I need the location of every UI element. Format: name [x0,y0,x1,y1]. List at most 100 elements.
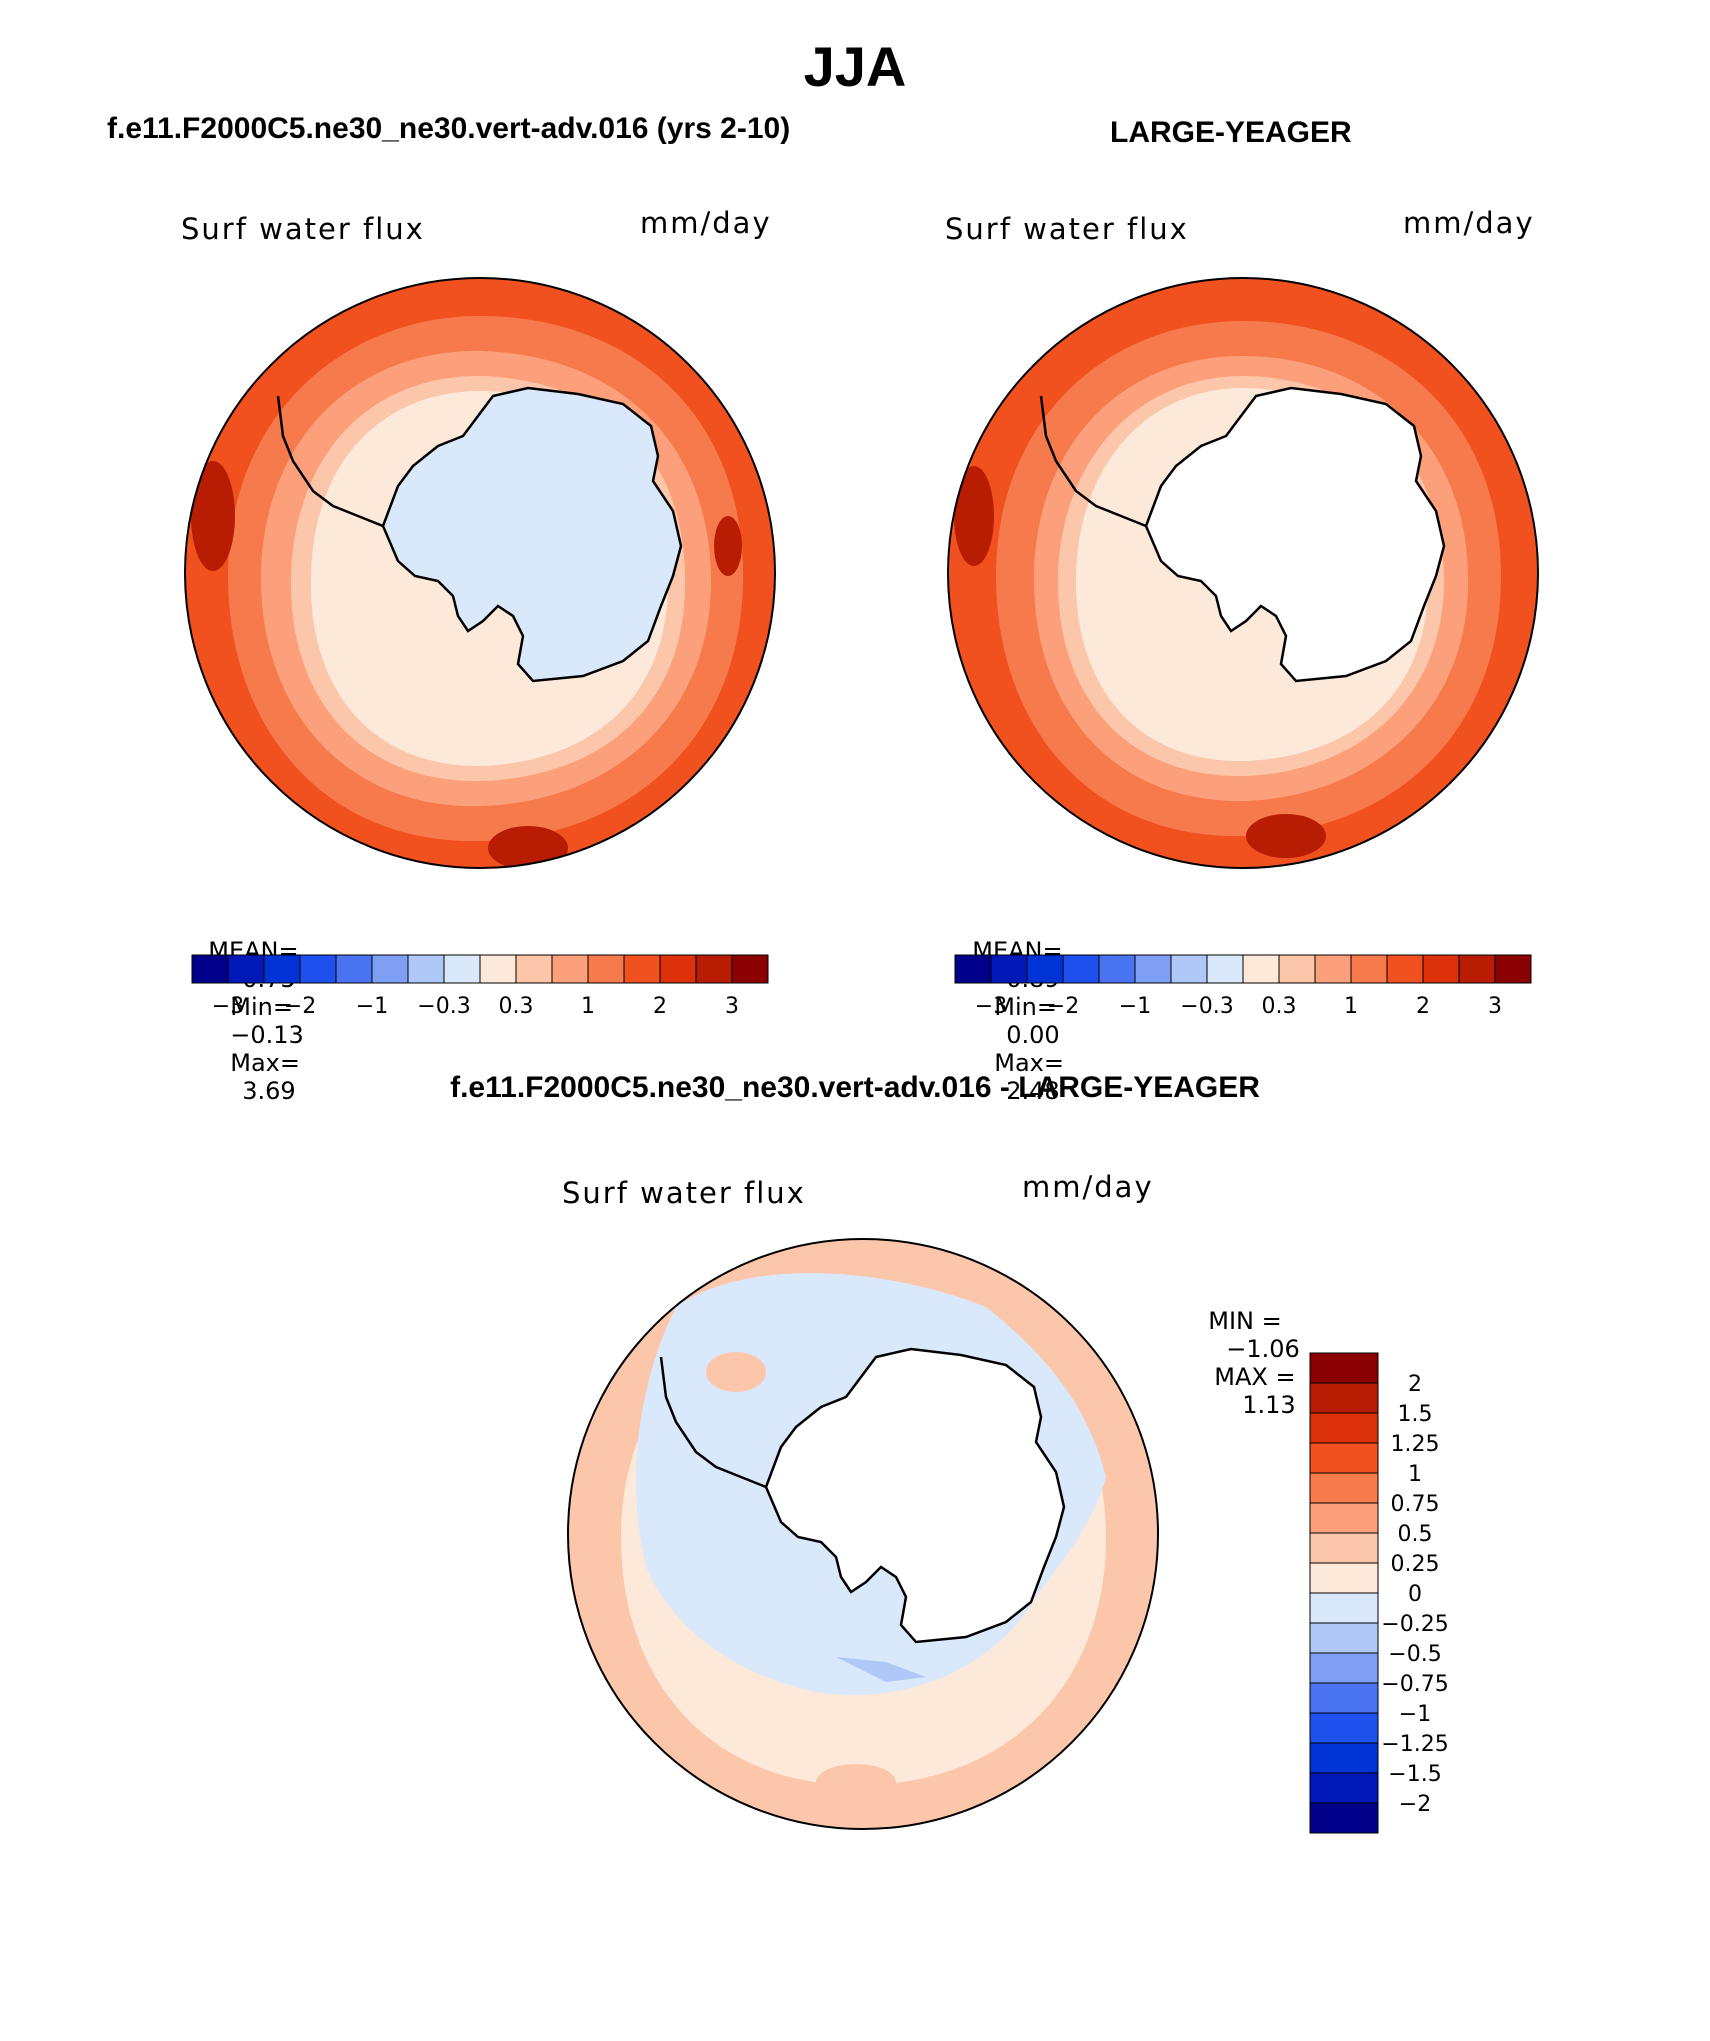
colorbar-box [954,954,992,984]
colorbar-box [1309,1472,1379,1504]
panel2-variable: Surf water flux [945,212,1189,246]
colorbar-box [1386,954,1424,984]
panel3-max-label: MAX = [1214,1363,1296,1391]
colorbar-tick-label: −2 [284,994,316,1019]
colorbar-box [263,954,301,984]
colorbar-box [1098,954,1136,984]
colorbar-box [1309,1652,1379,1684]
colorbar-box [1309,1712,1379,1744]
colorbar-box [1309,1682,1379,1714]
panel1-max-label: Max= [230,1049,300,1077]
colorbar-box [1309,1502,1379,1534]
colorbar-box [1134,954,1172,984]
colorbar-box [1170,954,1208,984]
colorbar-box [1314,954,1352,984]
colorbar-tick-label: −1 [1399,1702,1431,1727]
colorbar-box [1350,954,1388,984]
page-title: JJA [803,35,907,98]
colorbar-box [1026,954,1064,984]
colorbar-box [371,954,409,984]
panel1-heading: f.e11.F2000C5.ne30_ne30.vert-adv.016 (yr… [107,112,791,145]
colorbar-box [587,954,625,984]
panel3-max-value: 1.13 [1242,1391,1296,1419]
colorbar-tick-label: 2 [1408,1372,1422,1397]
colorbar-tick-label: −1 [356,994,388,1019]
colorbar-tick-label: 0.75 [1391,1492,1440,1517]
colorbar-tick-label: 0.3 [1262,994,1297,1019]
colorbar-tick-label: 1 [1408,1462,1422,1487]
panel3-stats: MIN = −1.06 MAX = 1.13 [1193,1279,1300,1419]
panel2-heading: LARGE-YEAGER [1110,116,1352,149]
colorbar-tick-label: 3 [725,994,739,1019]
colorbar-box [443,954,481,984]
panel3-min-value: −1.06 [1226,1335,1300,1363]
colorbar-box [1494,954,1532,984]
panel2-map [947,277,1539,869]
colorbar-tick-label: −3 [975,994,1007,1019]
colorbar-tick-label: −2 [1399,1792,1431,1817]
panel3-units: mm/day [1022,1170,1154,1204]
colorbar-box [695,954,733,984]
colorbar-box [1309,1802,1379,1834]
panel2-min-label: Min= [994,993,1057,1021]
colorbar-box [299,954,337,984]
colorbar-tick-label: 0.3 [499,994,534,1019]
colorbar-box [1309,1352,1379,1384]
panel3-colorbar: 2 1.5 1.25 1 0.75 0.5 0.25 0 −0.25 −0.5 −0.75 −1 −1.… [1309,1352,1449,1834]
colorbar-box [1309,1562,1379,1594]
colorbar-box [1422,954,1460,984]
panel2-colorbar: −3 −2 −1 −0.3 0.3 1 2 3 [954,954,1532,1019]
colorbar-tick-label: −2 [1047,994,1079,1019]
colorbar-tick-label: 1 [581,994,595,1019]
colorbar-tick-label: −0.3 [417,994,470,1019]
colorbar-box [407,954,445,984]
colorbar-tick-label: 2 [1416,994,1430,1019]
panel1-colorbar: −3 −2 −1 −0.3 0.3 1 2 3 [191,954,769,1019]
colorbar-tick-label: −1.5 [1388,1762,1441,1787]
colorbar-box [990,954,1028,984]
panel2-max-label: Max= [994,1049,1064,1077]
colorbar-box [1309,1412,1379,1444]
colorbar-tick-label: 2 [653,994,667,1019]
colorbar-box [335,954,373,984]
colorbar-box [1242,954,1280,984]
colorbar-box [623,954,661,984]
colorbar-box [1206,954,1244,984]
colorbar-tick-label: 0 [1408,1582,1422,1607]
panel3-min-label: MIN = [1208,1307,1282,1335]
panel1-min-value: −0.13 [230,1021,304,1049]
colorbar-box [1278,954,1316,984]
panel1-variable: Surf water flux [181,212,425,246]
colorbar-tick-label: 0.5 [1398,1522,1433,1547]
colorbar-box [659,954,697,984]
colorbar-box [551,954,589,984]
colorbar-box [1458,954,1496,984]
panel2-units: mm/day [1403,206,1535,240]
colorbar-box [191,954,229,984]
colorbar-box [1309,1772,1379,1804]
colorbar-box [227,954,265,984]
colorbar-box [1309,1532,1379,1564]
panel3-map [567,1238,1159,1830]
colorbar-tick-label: −1 [1119,994,1151,1019]
colorbar-tick-label: −0.5 [1388,1642,1441,1667]
colorbar-box [1309,1592,1379,1624]
panel1-min-label: Min= [230,993,293,1021]
colorbar-tick-label: 3 [1488,994,1502,1019]
colorbar-tick-label: −0.75 [1381,1672,1448,1697]
colorbar-box [479,954,517,984]
colorbar-box [1309,1442,1379,1474]
panel1-max-value: 3.69 [242,1077,296,1105]
colorbar-tick-label: −1.25 [1381,1732,1448,1757]
colorbar-box [1309,1622,1379,1654]
colorbar-tick-label: −3 [212,994,244,1019]
panel2-max-value: 2.48 [1006,1077,1060,1105]
panel1-map [184,277,776,869]
panel3-variable: Surf water flux [562,1176,806,1210]
colorbar-tick-label: −0.25 [1381,1612,1448,1637]
colorbar-tick-label: 1.5 [1398,1402,1433,1427]
colorbar-tick-label: 1.25 [1391,1432,1440,1457]
colorbar-box [1309,1742,1379,1774]
colorbar-tick-label: −0.3 [1180,994,1233,1019]
colorbar-tick-label: 0.25 [1391,1552,1440,1577]
